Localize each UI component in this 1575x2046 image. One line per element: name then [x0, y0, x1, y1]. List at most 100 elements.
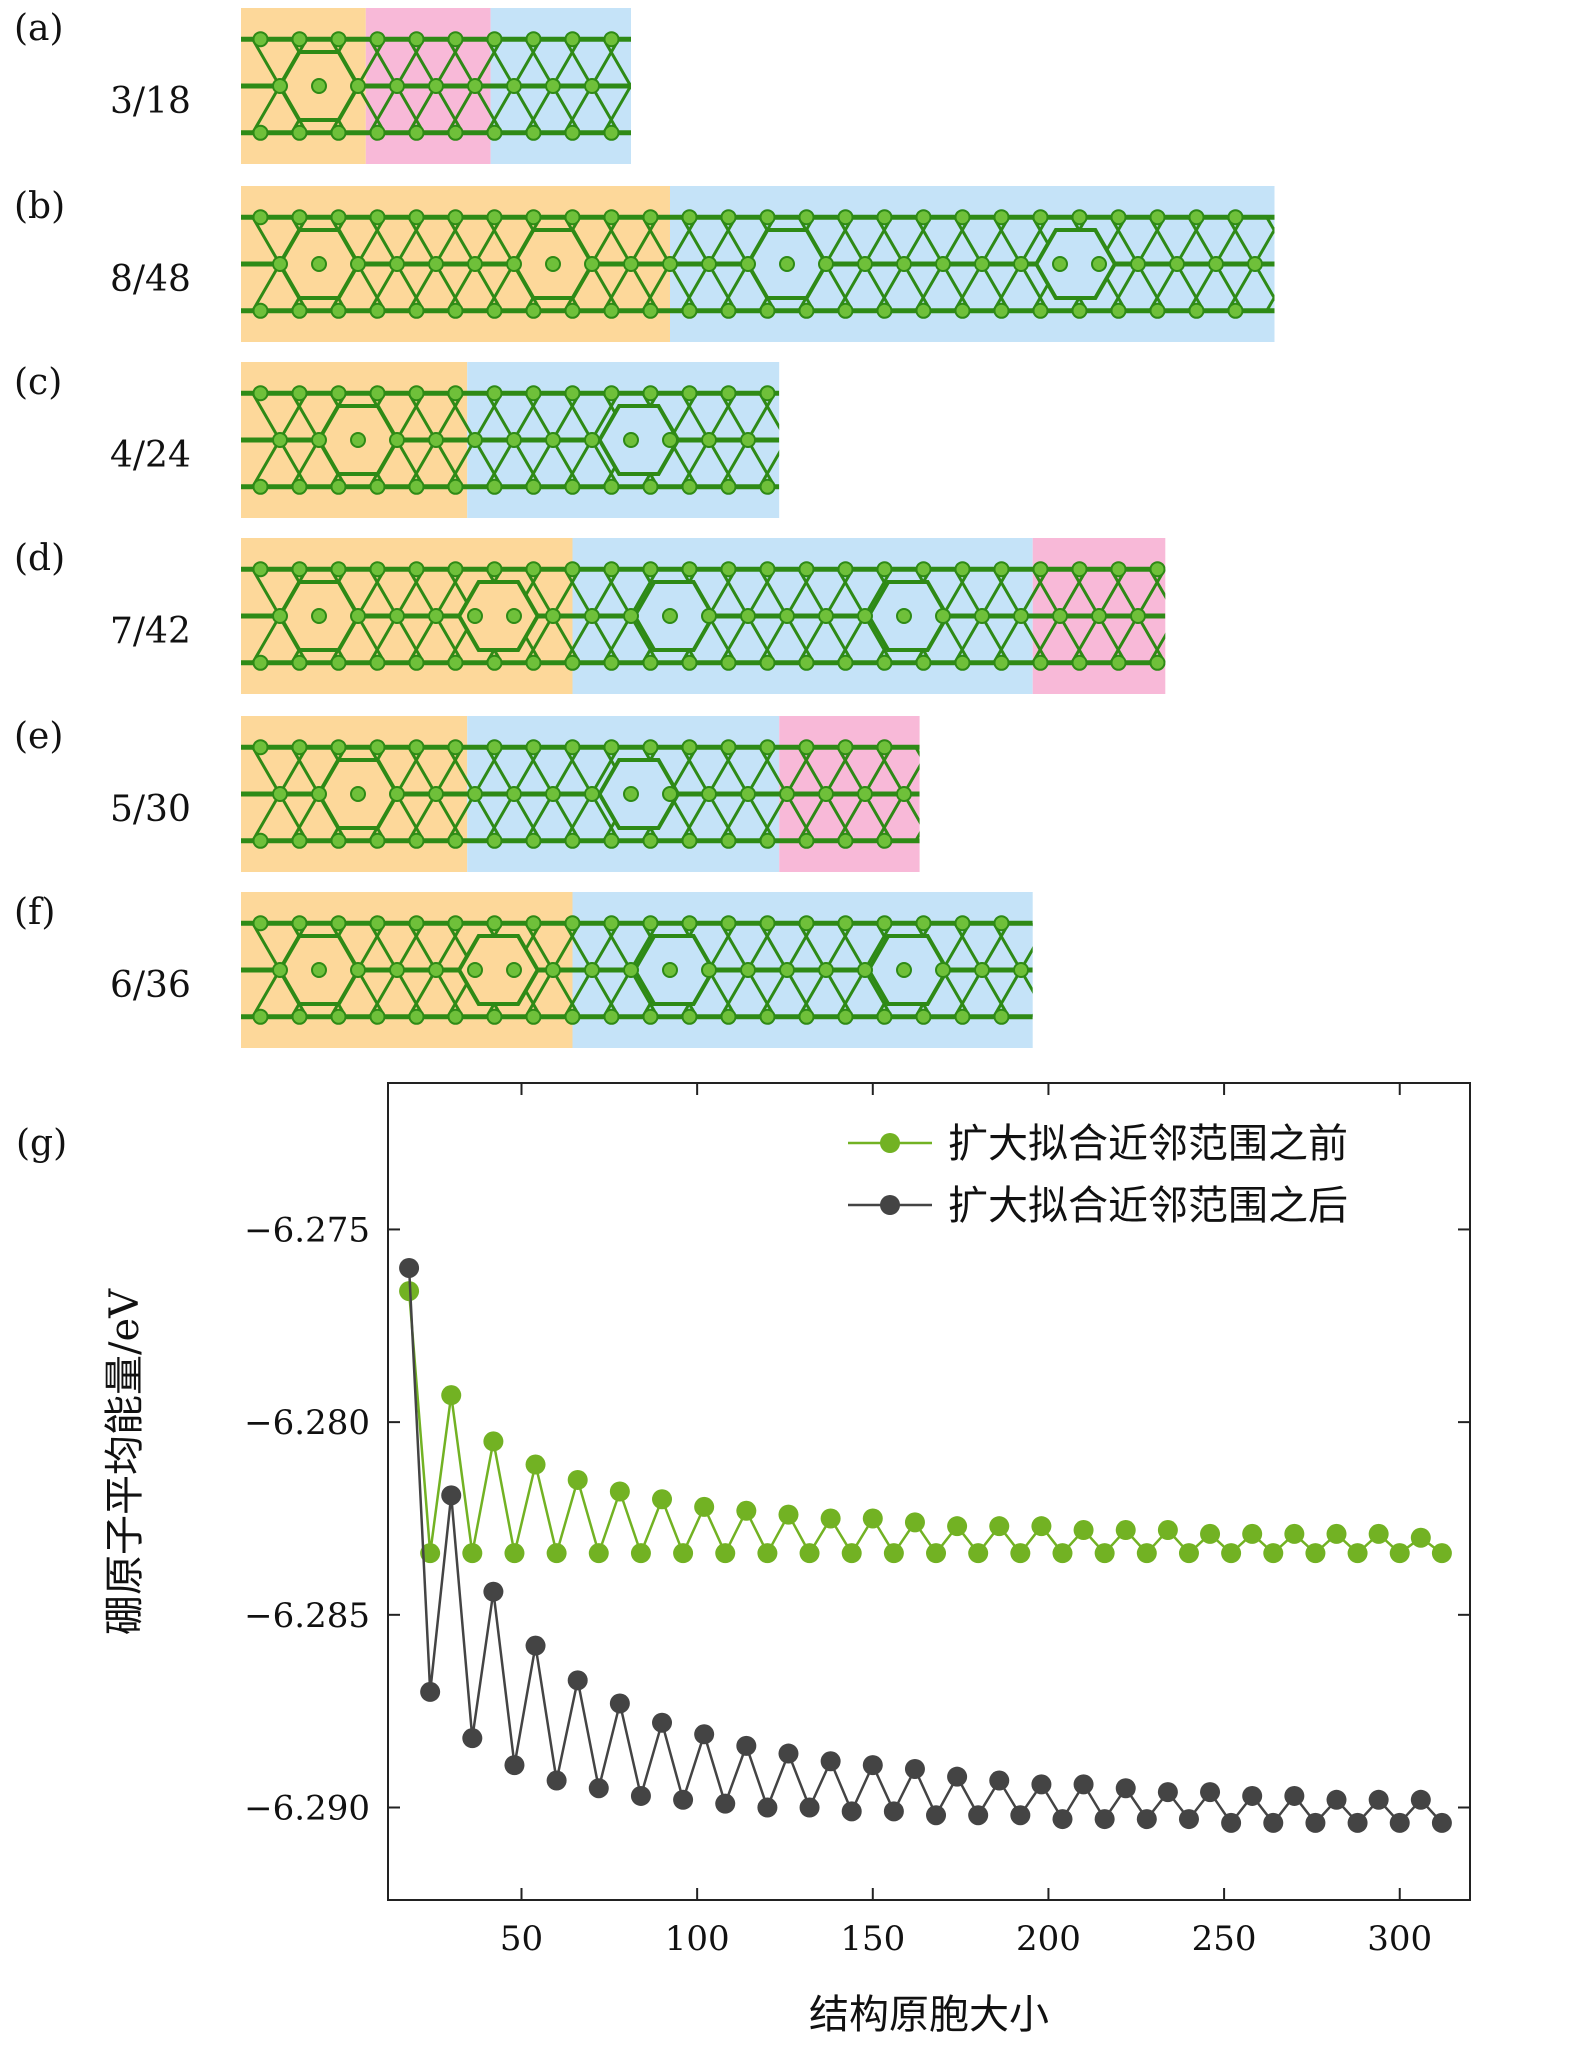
structure-5: (e) 5/30	[14, 716, 920, 872]
data-point	[652, 1489, 673, 1510]
data-point	[1368, 1789, 1389, 1810]
data-point	[1305, 1543, 1326, 1564]
data-point	[736, 1500, 757, 1521]
data-point	[630, 1785, 651, 1806]
data-point	[441, 1385, 462, 1406]
data-point	[1326, 1523, 1347, 1544]
structure-6: (f) 6/36	[14, 892, 1033, 1048]
x-axis-label: 结构原胞大小	[809, 1992, 1049, 2038]
data-point	[546, 1770, 567, 1791]
series-line	[407, 1290, 1443, 1559]
data-point	[588, 1543, 609, 1564]
boron-sheet-icon	[241, 915, 1033, 1025]
boron-sheet-icon	[241, 739, 920, 849]
data-point	[1157, 1520, 1178, 1541]
panel-label-g: (g)	[16, 1123, 67, 1164]
data-point	[504, 1755, 525, 1776]
structure-ratio: 4/24	[110, 435, 191, 476]
data-point	[904, 1512, 925, 1533]
series-2	[399, 1257, 1452, 1833]
data-point	[462, 1543, 483, 1564]
data-point	[609, 1481, 630, 1502]
data-point	[947, 1766, 968, 1787]
data-point	[1157, 1782, 1178, 1803]
data-point	[1221, 1543, 1242, 1564]
y-tick-label: −6.275	[244, 1210, 370, 1250]
data-point	[420, 1543, 441, 1564]
structure-ratio: 5/30	[110, 789, 191, 830]
x-tick-label: 250	[1192, 1919, 1257, 1959]
data-point	[652, 1712, 673, 1733]
data-point	[862, 1508, 883, 1529]
data-point	[715, 1793, 736, 1814]
structure-ratio: 3/18	[110, 81, 191, 122]
data-point	[883, 1543, 904, 1564]
data-point	[1431, 1812, 1452, 1833]
data-point	[1115, 1778, 1136, 1799]
legend-entry-2: 扩大拟合近邻范围之后	[848, 1183, 1348, 1229]
data-point	[989, 1516, 1010, 1537]
energy-chart: (g) 50 100 150 200 250 300 −6.275 −6.280 −6.285 −…	[16, 1082, 1471, 2038]
data-point	[546, 1543, 567, 1564]
data-point	[504, 1543, 525, 1564]
data-point	[778, 1743, 799, 1764]
structure-label: (c)	[14, 362, 62, 403]
data-point	[1200, 1782, 1221, 1803]
data-point	[1410, 1527, 1431, 1548]
data-point	[947, 1516, 968, 1537]
data-point	[630, 1543, 651, 1564]
data-point	[841, 1543, 862, 1564]
data-point	[799, 1543, 820, 1564]
data-point	[883, 1801, 904, 1822]
data-point	[1094, 1809, 1115, 1830]
data-point	[609, 1693, 630, 1714]
data-point	[1136, 1543, 1157, 1564]
data-point	[1094, 1543, 1115, 1564]
data-point	[926, 1543, 947, 1564]
structure-1: (a) 3/18	[14, 8, 631, 164]
data-point	[1326, 1789, 1347, 1810]
data-point	[1010, 1805, 1031, 1826]
data-point	[420, 1681, 441, 1702]
boron-sheet-icon	[241, 385, 780, 495]
data-point	[1347, 1543, 1368, 1564]
data-point	[968, 1543, 989, 1564]
x-tick-label: 50	[500, 1919, 543, 1959]
x-tick-label: 150	[840, 1919, 905, 1959]
data-point	[1431, 1543, 1452, 1564]
data-point	[483, 1581, 504, 1602]
data-point	[1263, 1543, 1284, 1564]
structure-3: (c) 4/24	[14, 362, 780, 518]
data-point	[525, 1635, 546, 1656]
data-point	[1263, 1812, 1284, 1833]
data-point	[1115, 1520, 1136, 1541]
data-point	[525, 1454, 546, 1475]
plot-frame	[387, 1082, 1471, 1901]
structure-label: (f)	[14, 892, 55, 933]
structure-ratio: 7/42	[110, 611, 191, 652]
x-tick-label: 200	[1016, 1919, 1081, 1959]
data-point	[1284, 1785, 1305, 1806]
data-point	[1347, 1812, 1368, 1833]
data-point	[926, 1805, 947, 1826]
structure-label: (d)	[14, 538, 65, 579]
data-point	[1052, 1543, 1073, 1564]
data-point	[1284, 1523, 1305, 1544]
structure-label: (b)	[14, 186, 65, 227]
structure-label: (a)	[14, 8, 64, 49]
boron-sheet-icon	[241, 31, 631, 141]
data-point	[757, 1543, 778, 1564]
structure-ratio: 6/36	[110, 965, 191, 1006]
data-point	[1305, 1812, 1326, 1833]
series-layer	[399, 1257, 1452, 1833]
structure-ratio: 8/48	[110, 259, 191, 300]
data-point	[462, 1728, 483, 1749]
data-point	[1200, 1523, 1221, 1544]
data-point	[483, 1431, 504, 1452]
data-point	[1010, 1543, 1031, 1564]
data-point	[1136, 1809, 1157, 1830]
data-point	[1242, 1523, 1263, 1544]
data-point	[715, 1543, 736, 1564]
